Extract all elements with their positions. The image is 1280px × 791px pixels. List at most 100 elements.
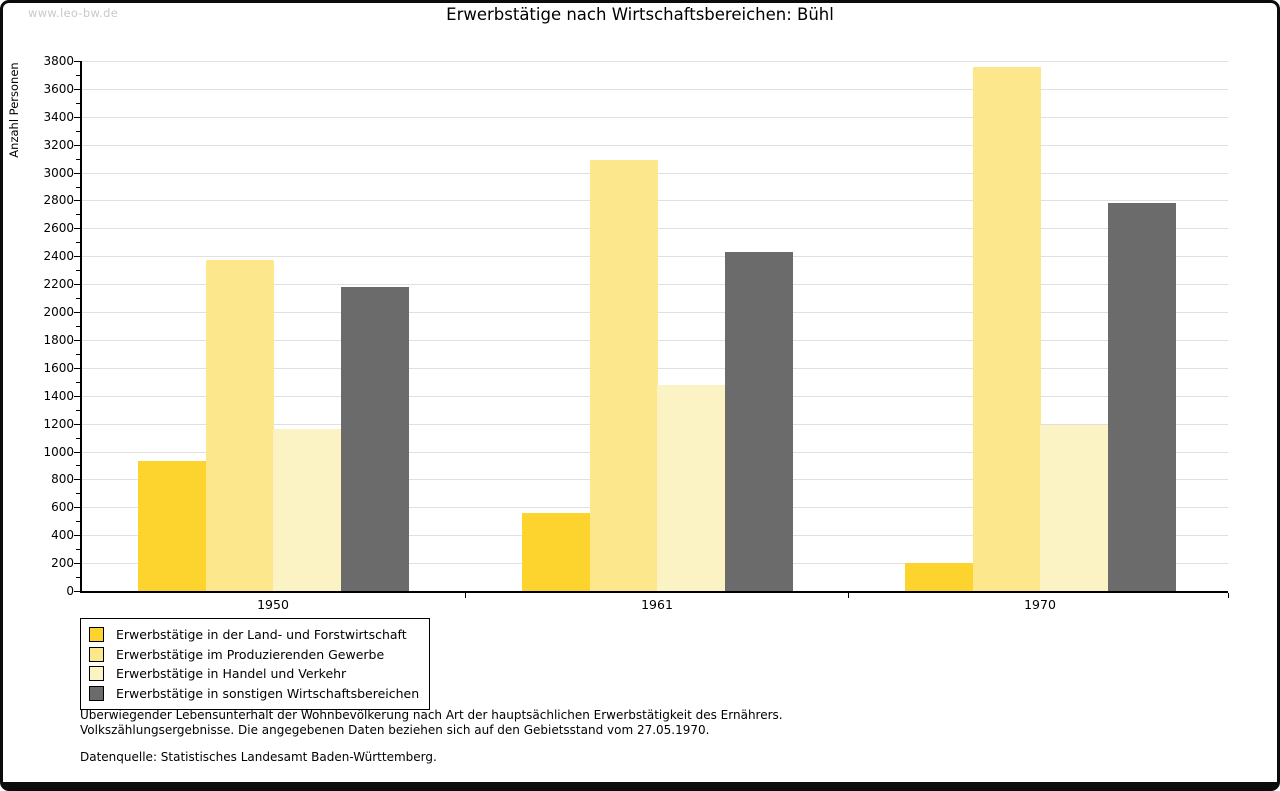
y-minor-tick	[76, 298, 81, 299]
bar	[1040, 425, 1108, 591]
bar	[1108, 203, 1176, 591]
x-tick-label: 1961	[641, 597, 673, 612]
y-major-tick	[74, 563, 81, 564]
bar	[905, 563, 973, 591]
y-major-tick	[74, 479, 81, 480]
y-major-tick	[74, 173, 81, 174]
y-tick-label: 3800	[43, 54, 74, 68]
footnote: Überwiegender Lebensunterhalt der Wohnbe…	[80, 708, 783, 737]
y-tick-label: 2400	[43, 249, 74, 263]
y-major-tick	[74, 507, 81, 508]
y-minor-tick	[76, 159, 81, 160]
legend-row: Erwerbstätige in Handel und Verkehr	[89, 664, 419, 684]
y-minor-tick	[76, 382, 81, 383]
gridline	[82, 145, 1228, 146]
legend-box: Erwerbstätige in der Land- und Forstwirt…	[80, 618, 431, 710]
legend-label: Erwerbstätige in sonstigen Wirtschaftsbe…	[116, 685, 420, 701]
y-tick-label: 600	[51, 500, 74, 514]
y-tick-label: 1000	[43, 445, 74, 459]
y-minor-tick	[76, 326, 81, 327]
gridline	[82, 61, 1228, 62]
bar	[522, 513, 590, 591]
bar	[206, 260, 274, 591]
y-tick-label: 3200	[43, 138, 74, 152]
y-tick-label: 3400	[43, 110, 74, 124]
y-major-tick	[74, 535, 81, 536]
y-major-tick	[74, 368, 81, 369]
y-tick-label: 1400	[43, 389, 74, 403]
y-tick-label: 1600	[43, 361, 74, 375]
y-minor-tick	[76, 131, 81, 132]
bar	[341, 287, 409, 591]
y-axis-label: Anzahl Personen	[7, 62, 21, 158]
legend-row: Erwerbstätige in der Land- und Forstwirt…	[89, 625, 419, 645]
x-boundary-tick	[848, 593, 849, 598]
y-major-tick	[74, 145, 81, 146]
y-tick-label: 3000	[43, 166, 74, 180]
y-minor-tick	[76, 410, 81, 411]
bar	[657, 385, 725, 591]
y-minor-tick	[76, 549, 81, 550]
x-tick-label: 1970	[1024, 597, 1056, 612]
y-tick-label: 2200	[43, 277, 74, 291]
y-major-tick	[74, 256, 81, 257]
y-minor-tick	[76, 214, 81, 215]
y-major-tick	[74, 591, 81, 592]
y-major-tick	[74, 312, 81, 313]
bar	[725, 252, 793, 591]
y-tick-label: 200	[51, 556, 74, 570]
y-major-tick	[74, 200, 81, 201]
legend-label: Erwerbstätige im Produzierenden Gewerbe	[116, 646, 385, 662]
bar	[973, 67, 1041, 591]
x-boundary-tick	[465, 593, 466, 598]
bar	[138, 461, 206, 591]
y-minor-tick	[76, 438, 81, 439]
y-major-tick	[74, 89, 81, 90]
y-tick-label: 400	[51, 528, 74, 542]
legend-swatch	[89, 685, 104, 701]
legend-swatch	[89, 627, 104, 643]
y-minor-tick	[76, 242, 81, 243]
y-tick-label: 2600	[43, 221, 74, 235]
y-major-tick	[74, 452, 81, 453]
legend-label: Erwerbstätige in Handel und Verkehr	[116, 666, 347, 682]
legend-label: Erwerbstätige in der Land- und Forstwirt…	[116, 627, 407, 643]
legend-swatch	[89, 666, 104, 682]
y-major-tick	[74, 228, 81, 229]
legend-row: Erwerbstätige in sonstigen Wirtschaftsbe…	[89, 684, 419, 704]
footnote-line1: Überwiegender Lebensunterhalt der Wohnbe…	[80, 708, 783, 722]
y-major-tick	[74, 61, 81, 62]
x-boundary-tick	[1228, 593, 1229, 598]
watermark: www.leo-bw.de	[28, 6, 119, 20]
y-axis-line	[80, 61, 82, 593]
x-axis-line	[80, 591, 1228, 593]
x-tick-label: 1950	[257, 597, 289, 612]
y-minor-tick	[76, 465, 81, 466]
chart-title: Erwerbstätige nach Wirtschaftsbereichen:…	[446, 5, 834, 24]
y-minor-tick	[76, 187, 81, 188]
y-major-tick	[74, 340, 81, 341]
y-minor-tick	[76, 577, 81, 578]
y-minor-tick	[76, 521, 81, 522]
y-tick-label: 0	[66, 584, 74, 598]
y-major-tick	[74, 396, 81, 397]
data-source: Datenquelle: Statistisches Landesamt Bad…	[80, 750, 437, 764]
plot-area	[82, 61, 1228, 591]
y-tick-label: 1800	[43, 333, 74, 347]
y-minor-tick	[76, 75, 81, 76]
y-minor-tick	[76, 493, 81, 494]
gridline	[82, 117, 1228, 118]
y-minor-tick	[76, 270, 81, 271]
bar	[590, 160, 658, 591]
y-minor-tick	[76, 103, 81, 104]
y-tick-label: 2800	[43, 193, 74, 207]
y-major-tick	[74, 117, 81, 118]
bar	[273, 429, 341, 591]
y-major-tick	[74, 424, 81, 425]
y-minor-tick	[76, 354, 81, 355]
gridline	[82, 89, 1228, 90]
y-major-tick	[74, 284, 81, 285]
footnote-line2: Volkszählungsergebnisse. Die angegebenen…	[80, 722, 710, 737]
legend-row: Erwerbstätige im Produzierenden Gewerbe	[89, 645, 419, 665]
